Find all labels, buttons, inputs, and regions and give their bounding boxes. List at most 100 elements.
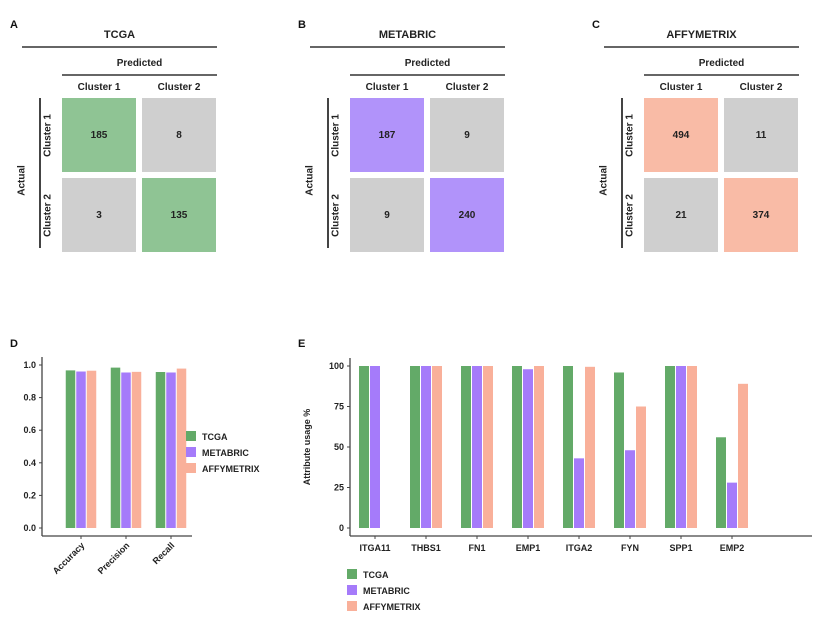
legend-label: METABRIC — [202, 448, 249, 458]
legend-label: TCGA — [363, 570, 389, 580]
y-tick-label: 25 — [334, 483, 344, 493]
bar-affymetrix — [432, 366, 442, 528]
legend-swatch — [186, 447, 196, 457]
bar-tcga — [155, 372, 166, 528]
matrix-cell: 21 — [644, 178, 718, 252]
legend-swatch — [186, 431, 196, 441]
legend-swatch — [347, 569, 357, 579]
bar-tcga — [665, 366, 675, 528]
y-tick-label: 100 — [329, 361, 344, 371]
bar-tcga — [110, 367, 121, 528]
legend-swatch — [347, 585, 357, 595]
bar-metabric — [166, 372, 176, 528]
col-header: Cluster 1 — [365, 82, 409, 93]
matrix-cell: 240 — [430, 178, 504, 252]
col-header: Cluster 2 — [157, 82, 201, 93]
panel-letter: B — [298, 19, 306, 31]
matrix-cell: 3 — [62, 178, 136, 252]
x-tick-label: FYN — [621, 543, 639, 553]
actual-label: Actual — [16, 165, 28, 196]
bar-metabric — [676, 366, 686, 528]
actual-label: Actual — [304, 165, 316, 196]
title-underline — [22, 46, 217, 48]
col-header: Cluster 1 — [659, 82, 703, 93]
legend-label: AFFYMETRIX — [363, 602, 421, 612]
panel-letter: C — [592, 19, 600, 31]
y-axis-label: Attribute usage % — [302, 409, 312, 486]
title-underline — [310, 46, 505, 48]
bar-metabric — [121, 372, 131, 528]
predicted-underline — [350, 74, 505, 76]
bar-metabric — [76, 371, 86, 528]
actual-label: Actual — [598, 165, 610, 196]
bar-metabric — [523, 369, 533, 528]
y-tick-label: 0.0 — [23, 523, 36, 533]
matrix-cell: 185 — [62, 98, 136, 172]
bar-tcga — [716, 437, 726, 528]
x-tick-label: Accuracy — [51, 540, 87, 576]
panel-title: METABRIC — [378, 29, 437, 41]
bar-affymetrix — [86, 370, 97, 528]
legend-label: TCGA — [202, 432, 228, 442]
panel-title: AFFYMETRIX — [666, 29, 737, 41]
bar-tcga — [359, 366, 369, 528]
bar-affymetrix — [687, 366, 697, 528]
legend-label: AFFYMETRIX — [202, 464, 260, 474]
bar-tcga — [563, 366, 573, 528]
x-tick-label: EMP2 — [720, 543, 745, 553]
bar-metabric — [472, 366, 482, 528]
matrix-cell: 374 — [724, 178, 798, 252]
predicted-label: Predicted — [404, 58, 451, 69]
panel-title: TCGA — [103, 29, 136, 41]
panel-letter: D — [10, 338, 18, 350]
bar-affymetrix — [176, 368, 187, 528]
bar-metabric — [370, 366, 380, 528]
y-tick-label: 0.8 — [23, 393, 36, 403]
x-tick-label: SPP1 — [669, 543, 692, 553]
bar-tcga — [410, 366, 420, 528]
matrix-cell: 9 — [350, 178, 424, 252]
row-header: Cluster 2 — [42, 194, 54, 237]
bar-affymetrix — [738, 383, 748, 528]
legend-swatch — [347, 601, 357, 611]
bar-tcga — [512, 366, 522, 528]
y-tick-label: 0 — [339, 523, 344, 533]
bar-tcga — [461, 366, 471, 528]
x-tick-label: FN1 — [468, 543, 485, 553]
x-tick-label: ITGA11 — [359, 543, 390, 553]
col-header: Cluster 2 — [445, 82, 489, 93]
bar-metabric — [625, 450, 635, 528]
actual-axis-line — [39, 98, 41, 248]
actual-axis-line — [327, 98, 329, 248]
bar-affymetrix — [131, 371, 142, 528]
legend-label: METABRIC — [363, 586, 410, 596]
row-header: Cluster 2 — [330, 194, 342, 237]
metrics-bar-chart: 0.0 0.2 0.4 0.6 0.8 1.0 Accuracy Precision Recal… — [23, 357, 260, 576]
bar-affymetrix — [483, 366, 493, 528]
matrix-cell: 11 — [724, 98, 798, 172]
x-tick-label: EMP1 — [516, 543, 541, 553]
matrix-cell: 494 — [644, 98, 718, 172]
attribute-usage-chart: 0 25 50 75 100 ITGA11 THBS1 FN1 EMP1 ITGA2 FYN SPP1… — [302, 358, 812, 612]
actual-axis-line — [621, 98, 623, 248]
col-header: Cluster 2 — [739, 82, 783, 93]
row-header: Cluster 2 — [624, 194, 636, 237]
row-header: Cluster 1 — [624, 114, 636, 157]
title-underline — [604, 46, 799, 48]
predicted-label: Predicted — [116, 58, 163, 69]
matrix-cell: 8 — [142, 98, 216, 172]
bar-metabric — [421, 366, 431, 528]
panel-letter: A — [10, 19, 18, 31]
y-tick-label: 75 — [334, 402, 344, 412]
matrix-cell: 135 — [142, 178, 216, 252]
row-header: Cluster 1 — [42, 114, 54, 157]
matrix-cell: 187 — [350, 98, 424, 172]
col-header: Cluster 1 — [77, 82, 121, 93]
y-tick-label: 0.4 — [23, 458, 36, 468]
bar-affymetrix — [636, 406, 646, 528]
row-header: Cluster 1 — [330, 114, 342, 157]
x-tick-label: Recall — [151, 540, 177, 566]
y-tick-label: 0.2 — [23, 490, 36, 500]
predicted-underline — [644, 74, 799, 76]
